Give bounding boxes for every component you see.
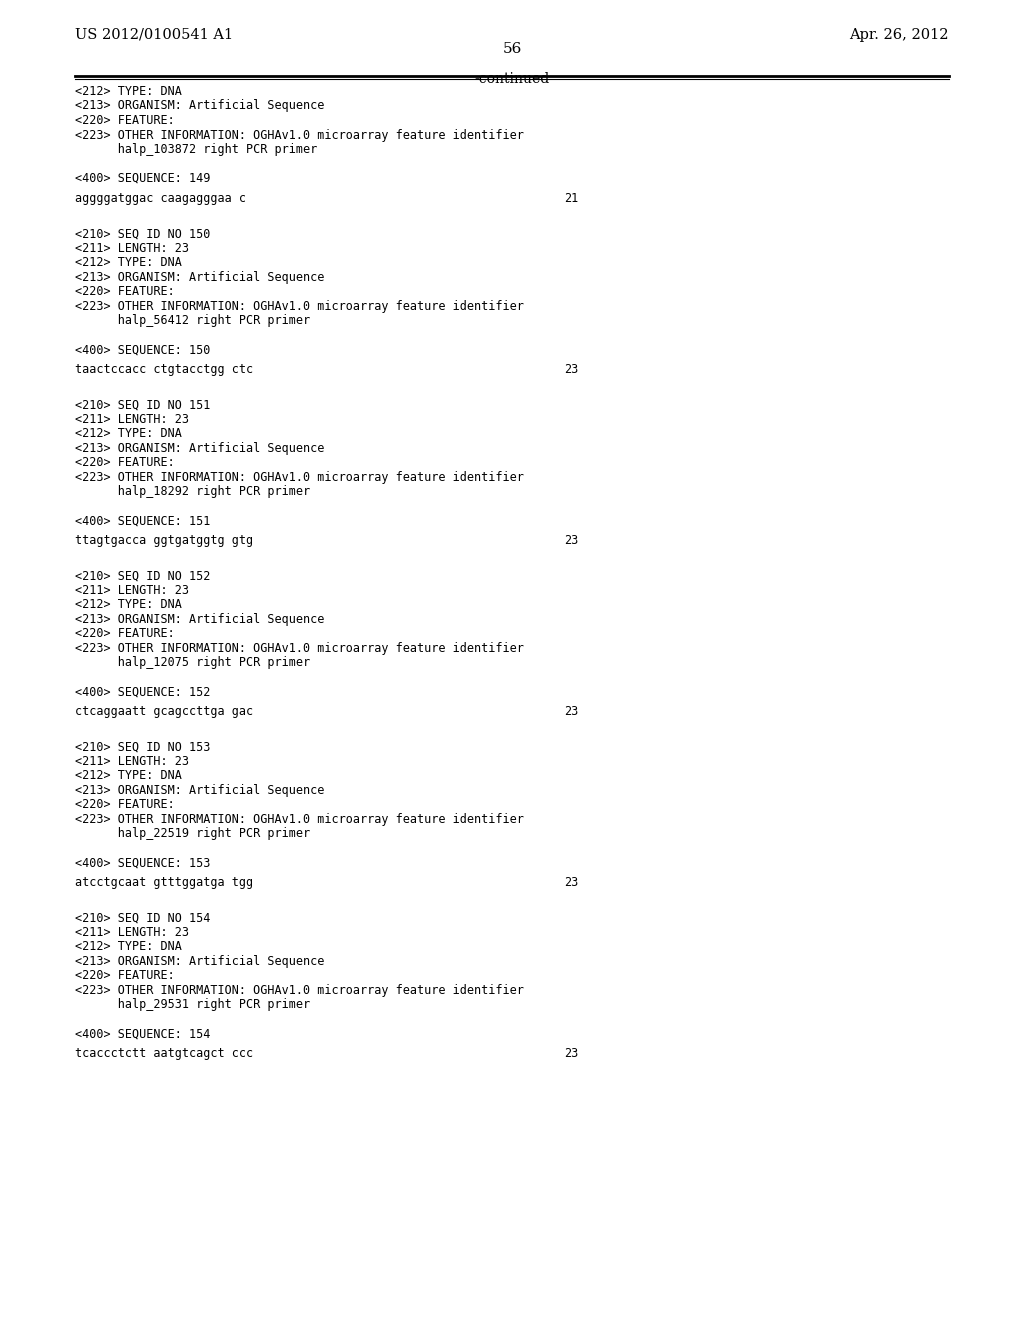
Text: <212> TYPE: DNA: <212> TYPE: DNA [75,598,182,611]
Text: halp_29531 right PCR primer: halp_29531 right PCR primer [75,998,310,1011]
Text: 21: 21 [564,191,579,205]
Text: tcaccctctt aatgtcagct ccc: tcaccctctt aatgtcagct ccc [75,1047,253,1060]
Text: <400> SEQUENCE: 153: <400> SEQUENCE: 153 [75,857,210,870]
Text: <223> OTHER INFORMATION: OGHAv1.0 microarray feature identifier: <223> OTHER INFORMATION: OGHAv1.0 microa… [75,300,524,313]
Text: halp_18292 right PCR primer: halp_18292 right PCR primer [75,486,310,498]
Text: <213> ORGANISM: Artificial Sequence: <213> ORGANISM: Artificial Sequence [75,612,325,626]
Text: <211> LENGTH: 23: <211> LENGTH: 23 [75,925,189,939]
Text: <400> SEQUENCE: 152: <400> SEQUENCE: 152 [75,685,210,698]
Text: 23: 23 [564,1047,579,1060]
Text: <212> TYPE: DNA: <212> TYPE: DNA [75,84,182,98]
Text: <211> LENGTH: 23: <211> LENGTH: 23 [75,413,189,425]
Text: 23: 23 [564,705,579,718]
Text: <212> TYPE: DNA: <212> TYPE: DNA [75,770,182,783]
Text: <400> SEQUENCE: 154: <400> SEQUENCE: 154 [75,1027,210,1040]
Text: <212> TYPE: DNA: <212> TYPE: DNA [75,428,182,440]
Text: 56: 56 [503,42,521,55]
Text: <210> SEQ ID NO 154: <210> SEQ ID NO 154 [75,911,210,924]
Text: <223> OTHER INFORMATION: OGHAv1.0 microarray feature identifier: <223> OTHER INFORMATION: OGHAv1.0 microa… [75,471,524,483]
Text: <211> LENGTH: 23: <211> LENGTH: 23 [75,583,189,597]
Text: aggggatggac caagagggaa c: aggggatggac caagagggaa c [75,191,246,205]
Text: <223> OTHER INFORMATION: OGHAv1.0 microarray feature identifier: <223> OTHER INFORMATION: OGHAv1.0 microa… [75,128,524,141]
Text: ttagtgacca ggtgatggtg gtg: ttagtgacca ggtgatggtg gtg [75,533,253,546]
Text: <223> OTHER INFORMATION: OGHAv1.0 microarray feature identifier: <223> OTHER INFORMATION: OGHAv1.0 microa… [75,983,524,997]
Text: <210> SEQ ID NO 151: <210> SEQ ID NO 151 [75,399,210,411]
Text: <211> LENGTH: 23: <211> LENGTH: 23 [75,755,189,768]
Text: <210> SEQ ID NO 153: <210> SEQ ID NO 153 [75,741,210,754]
Text: -continued: -continued [474,73,550,86]
Text: <220> FEATURE:: <220> FEATURE: [75,285,175,298]
Text: <223> OTHER INFORMATION: OGHAv1.0 microarray feature identifier: <223> OTHER INFORMATION: OGHAv1.0 microa… [75,642,524,655]
Text: halp_103872 right PCR primer: halp_103872 right PCR primer [75,143,317,156]
Text: ctcaggaatt gcagccttga gac: ctcaggaatt gcagccttga gac [75,705,253,718]
Text: <210> SEQ ID NO 152: <210> SEQ ID NO 152 [75,569,210,582]
Text: <213> ORGANISM: Artificial Sequence: <213> ORGANISM: Artificial Sequence [75,784,325,797]
Text: halp_12075 right PCR primer: halp_12075 right PCR primer [75,656,310,669]
Text: <212> TYPE: DNA: <212> TYPE: DNA [75,940,182,953]
Text: <212> TYPE: DNA: <212> TYPE: DNA [75,256,182,269]
Text: halp_56412 right PCR primer: halp_56412 right PCR primer [75,314,310,327]
Text: <220> FEATURE:: <220> FEATURE: [75,969,175,982]
Text: <400> SEQUENCE: 150: <400> SEQUENCE: 150 [75,343,210,356]
Text: 23: 23 [564,363,579,376]
Text: <213> ORGANISM: Artificial Sequence: <213> ORGANISM: Artificial Sequence [75,442,325,454]
Text: <210> SEQ ID NO 150: <210> SEQ ID NO 150 [75,227,210,240]
Text: 23: 23 [564,876,579,888]
Text: Apr. 26, 2012: Apr. 26, 2012 [850,28,949,42]
Text: <400> SEQUENCE: 151: <400> SEQUENCE: 151 [75,515,210,527]
Text: <213> ORGANISM: Artificial Sequence: <213> ORGANISM: Artificial Sequence [75,99,325,112]
Text: US 2012/0100541 A1: US 2012/0100541 A1 [75,28,233,42]
Text: <220> FEATURE:: <220> FEATURE: [75,457,175,469]
Text: atcctgcaat gtttggatga tgg: atcctgcaat gtttggatga tgg [75,876,253,888]
Text: halp_22519 right PCR primer: halp_22519 right PCR primer [75,828,310,841]
Text: 23: 23 [564,533,579,546]
Text: <400> SEQUENCE: 149: <400> SEQUENCE: 149 [75,172,210,185]
Text: <220> FEATURE:: <220> FEATURE: [75,627,175,640]
Text: <223> OTHER INFORMATION: OGHAv1.0 microarray feature identifier: <223> OTHER INFORMATION: OGHAv1.0 microa… [75,813,524,826]
Text: taactccacc ctgtacctgg ctc: taactccacc ctgtacctgg ctc [75,363,253,376]
Text: <211> LENGTH: 23: <211> LENGTH: 23 [75,242,189,255]
Text: <220> FEATURE:: <220> FEATURE: [75,114,175,127]
Text: <213> ORGANISM: Artificial Sequence: <213> ORGANISM: Artificial Sequence [75,271,325,284]
Text: <220> FEATURE:: <220> FEATURE: [75,799,175,812]
Text: <213> ORGANISM: Artificial Sequence: <213> ORGANISM: Artificial Sequence [75,954,325,968]
